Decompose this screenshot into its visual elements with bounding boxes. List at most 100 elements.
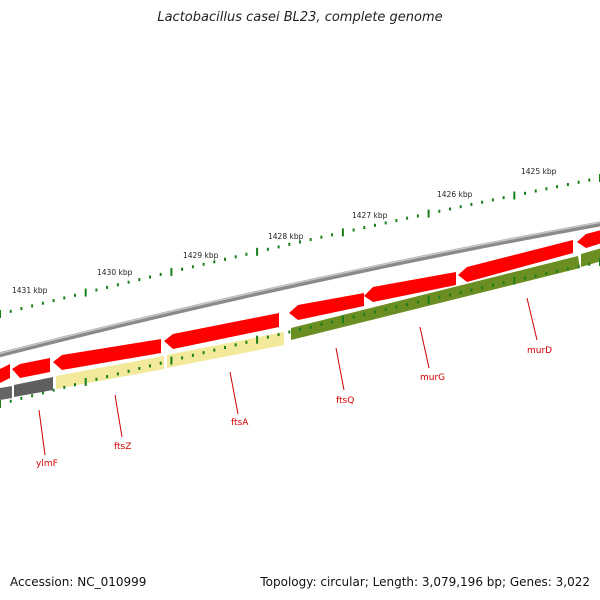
kbp-label: 1426 kbp <box>437 190 473 199</box>
minor-tick <box>545 272 548 275</box>
major-tick <box>170 356 173 365</box>
kbp-label: 1431 kbp <box>12 286 48 295</box>
cds-arrow[interactable] <box>289 293 364 320</box>
minor-tick <box>502 281 505 285</box>
cds-track <box>0 229 600 383</box>
minor-tick <box>384 221 387 225</box>
gene-bar-ylmF[interactable] <box>14 377 53 397</box>
major-tick <box>0 400 1 408</box>
kbp-label: 1427 kbp <box>352 211 388 220</box>
minor-tick <box>309 238 312 242</box>
cds-arrow[interactable] <box>164 313 279 349</box>
cds-arrow[interactable] <box>53 339 161 370</box>
minor-tick <box>9 309 12 313</box>
minor-tick <box>181 267 184 271</box>
minor-tick <box>106 375 109 379</box>
minor-tick <box>159 272 162 276</box>
minor-tick <box>288 330 291 334</box>
minor-tick <box>116 283 119 287</box>
minor-tick <box>288 242 291 246</box>
minor-tick <box>352 228 355 232</box>
minor-tick <box>95 288 98 292</box>
minor-tick <box>566 183 569 186</box>
minor-tick <box>481 200 484 204</box>
minor-tick <box>245 340 248 344</box>
cds-arrow[interactable] <box>12 358 50 378</box>
cds-arrow[interactable] <box>458 240 573 282</box>
gene-label-ylmF[interactable]: ylmF <box>36 459 58 469</box>
minor-tick <box>588 178 591 182</box>
cds-arrow[interactable] <box>0 364 10 383</box>
minor-tick <box>374 223 376 227</box>
minor-tick <box>299 328 301 331</box>
minor-tick <box>106 285 109 289</box>
gene-label-ftsQ[interactable]: ftsQ <box>336 396 354 406</box>
minor-tick <box>149 364 151 368</box>
minor-tick <box>374 310 376 314</box>
minor-tick <box>309 325 312 329</box>
gene-label-ftsA[interactable]: ftsA <box>231 418 249 428</box>
cds-arrow[interactable] <box>364 272 456 302</box>
gene-bar-ftsZ[interactable] <box>56 356 164 389</box>
gene-bar-ftsQ-murG-murD[interactable] <box>291 256 580 340</box>
minor-tick <box>20 307 23 311</box>
minor-tick <box>491 283 494 287</box>
gene-bar-next[interactable] <box>581 247 600 267</box>
kbp-ticks-inner <box>0 258 600 408</box>
kbp-ticks-outer <box>0 174 600 318</box>
gene-label-murD[interactable]: murD <box>527 346 552 356</box>
minor-tick <box>234 255 237 259</box>
minor-tick <box>266 247 269 251</box>
minor-tick <box>31 394 34 398</box>
gene-callouts: ylmF ftsZ ftsA ftsQ murG murD <box>36 297 552 469</box>
gene-bar-ylmF[interactable] <box>0 386 12 400</box>
kbp-label: 1429 kbp <box>183 251 219 260</box>
minor-tick <box>491 198 494 202</box>
kbp-label: 1430 kbp <box>97 268 133 277</box>
minor-tick <box>534 274 537 278</box>
minor-tick <box>277 333 280 337</box>
minor-tick <box>524 191 526 195</box>
gene-track <box>0 247 600 400</box>
minor-tick <box>245 252 248 256</box>
minor-tick <box>95 377 98 381</box>
minor-tick <box>459 205 462 209</box>
minor-tick <box>449 207 451 211</box>
minor-tick <box>41 301 44 305</box>
minor-tick <box>63 296 66 300</box>
minor-tick <box>9 399 12 403</box>
minor-tick <box>545 187 548 191</box>
major-tick <box>84 378 87 386</box>
major-tick <box>427 295 430 304</box>
minor-tick <box>449 293 451 297</box>
minor-tick <box>416 214 419 218</box>
major-tick <box>0 310 1 318</box>
gene-label-murG[interactable]: murG <box>420 373 445 383</box>
gene-label-ftsZ[interactable]: ftsZ <box>114 442 131 452</box>
minor-tick <box>127 369 130 373</box>
minor-tick <box>320 235 323 239</box>
minor-tick <box>556 269 559 273</box>
gene-bar-ftsA[interactable] <box>167 332 284 368</box>
minor-tick <box>191 353 194 357</box>
minor-tick <box>481 286 484 290</box>
kbp-label: 1425 kbp <box>521 167 557 176</box>
map-title: Lactobacillus casei BL23, complete genom… <box>157 10 443 25</box>
minor-tick <box>277 245 280 249</box>
minor-tick <box>577 265 580 269</box>
minor-tick <box>63 385 66 389</box>
accession-text: Accession: NC_010999 <box>10 575 147 589</box>
minor-tick <box>534 189 537 193</box>
minor-tick <box>363 226 366 230</box>
minor-tick <box>224 346 226 349</box>
major-tick <box>341 315 344 324</box>
major-tick <box>170 267 173 276</box>
kbp-labels: 1431 kbp 1430 kbp 1429 kbp 1428 kbp 1427… <box>12 167 557 295</box>
minor-tick <box>159 361 162 365</box>
minor-tick <box>127 280 130 284</box>
major-tick <box>513 276 516 285</box>
minor-tick <box>299 240 301 244</box>
cds-arrow[interactable] <box>577 229 600 248</box>
minor-tick <box>116 372 119 376</box>
